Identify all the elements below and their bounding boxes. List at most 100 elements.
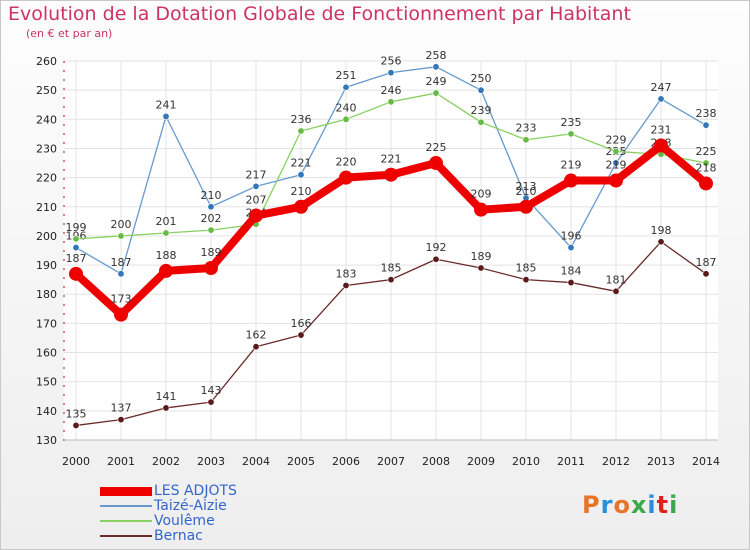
data-point-vouleme	[72, 235, 80, 243]
data-label-taize-aizie: 247	[651, 81, 672, 94]
data-point-les-adjots	[699, 176, 713, 191]
data-point-vouleme	[207, 226, 215, 234]
legend-swatch	[100, 505, 152, 507]
x-tick-label: 2004	[242, 455, 270, 468]
y-tick-label: 260	[36, 55, 57, 68]
y-tick-label: 140	[36, 405, 57, 418]
data-label-bernac: 185	[516, 262, 537, 275]
data-label-taize-aizie: 241	[156, 98, 177, 111]
data-label-vouleme: 202	[201, 212, 222, 225]
y-tick-label: 160	[36, 347, 57, 360]
data-point-bernac	[702, 270, 710, 278]
data-point-taize-aizie	[162, 112, 170, 120]
data-point-taize-aizie	[72, 244, 80, 252]
data-label-les-adjots: 210	[516, 185, 537, 198]
x-tick-label: 2006	[332, 455, 360, 468]
y-tick-label: 130	[36, 434, 57, 447]
data-label-bernac: 185	[381, 262, 402, 275]
x-tick-label: 2013	[647, 455, 675, 468]
data-label-vouleme: 240	[336, 101, 357, 114]
legend-item: Voulême	[100, 514, 215, 528]
y-tick-label: 210	[36, 201, 57, 214]
data-point-bernac	[477, 264, 485, 272]
logo-letter: x	[630, 491, 648, 519]
data-point-les-adjots	[519, 199, 533, 214]
data-point-les-adjots	[384, 167, 398, 182]
data-point-taize-aizie	[432, 63, 440, 71]
data-point-les-adjots	[114, 307, 128, 322]
data-point-bernac	[252, 343, 260, 351]
data-label-les-adjots: 187	[66, 252, 87, 265]
x-tick-label: 2000	[62, 455, 90, 468]
data-label-les-adjots: 188	[156, 249, 177, 262]
data-label-les-adjots: 219	[606, 159, 627, 172]
x-tick-label: 2011	[557, 455, 585, 468]
data-point-bernac	[522, 276, 530, 284]
data-label-bernac: 162	[246, 329, 267, 342]
legend-swatch	[100, 520, 152, 522]
data-label-vouleme: 229	[606, 133, 627, 146]
data-point-bernac	[207, 398, 215, 406]
data-label-taize-aizie: 238	[696, 107, 717, 120]
data-point-vouleme	[477, 118, 485, 126]
data-label-les-adjots: 218	[696, 161, 717, 174]
y-tick-label: 250	[36, 84, 57, 97]
data-point-les-adjots	[609, 173, 623, 188]
logo-letter: i	[669, 491, 679, 519]
x-tick-label: 2005	[287, 455, 315, 468]
logo-letter: i	[647, 491, 657, 519]
data-point-les-adjots	[474, 202, 488, 217]
data-point-taize-aizie	[387, 69, 395, 77]
data-point-vouleme	[297, 127, 305, 135]
data-label-les-adjots: 221	[381, 153, 402, 166]
data-point-bernac	[567, 279, 575, 287]
data-label-vouleme: 249	[426, 75, 447, 88]
data-point-bernac	[297, 331, 305, 339]
data-point-taize-aizie	[252, 182, 260, 190]
legend-item: Bernac	[100, 529, 203, 543]
data-point-bernac	[657, 238, 665, 246]
data-point-vouleme	[567, 130, 575, 138]
y-tick-label: 230	[36, 142, 57, 155]
y-tick-label: 180	[36, 288, 57, 301]
data-point-bernac	[117, 416, 125, 424]
data-label-les-adjots: 231	[651, 124, 672, 137]
x-tick-label: 2014	[692, 455, 720, 468]
data-point-taize-aizie	[567, 244, 575, 252]
data-label-bernac: 143	[201, 384, 222, 397]
logo-letter: P	[582, 491, 601, 519]
data-point-taize-aizie	[207, 203, 215, 211]
data-label-bernac: 189	[471, 250, 492, 263]
data-label-taize-aizie: 251	[336, 69, 357, 82]
data-point-taize-aizie	[477, 86, 485, 94]
data-point-bernac	[72, 421, 80, 429]
data-label-bernac: 181	[606, 273, 627, 286]
data-point-vouleme	[342, 115, 350, 123]
data-label-les-adjots: 189	[201, 246, 222, 259]
legend-item: Taizé-Aizie	[100, 499, 227, 513]
data-label-taize-aizie: 213	[516, 180, 537, 193]
data-point-les-adjots	[429, 156, 443, 171]
data-point-les-adjots	[294, 199, 308, 214]
data-label-vouleme: 236	[291, 113, 312, 126]
data-point-taize-aizie	[297, 171, 305, 179]
legend-label: Voulême	[154, 513, 215, 529]
data-label-vouleme: 235	[561, 116, 582, 129]
data-point-les-adjots	[654, 138, 668, 153]
data-point-les-adjots	[564, 173, 578, 188]
data-label-bernac: 141	[156, 390, 177, 403]
data-label-vouleme: 246	[381, 84, 402, 97]
data-point-vouleme	[522, 136, 530, 144]
data-point-taize-aizie	[612, 159, 620, 167]
data-label-vouleme: 225	[696, 145, 717, 158]
data-point-bernac	[432, 255, 440, 263]
legend-item: LES ADJOTS	[100, 484, 237, 498]
x-tick-label: 2012	[602, 455, 630, 468]
x-tick-label: 2001	[107, 455, 135, 468]
data-label-les-adjots: 209	[471, 188, 492, 201]
x-tick-label: 2008	[422, 455, 450, 468]
data-label-vouleme: 239	[471, 104, 492, 117]
data-point-taize-aizie	[657, 95, 665, 103]
data-label-taize-aizie: 217	[246, 168, 267, 181]
